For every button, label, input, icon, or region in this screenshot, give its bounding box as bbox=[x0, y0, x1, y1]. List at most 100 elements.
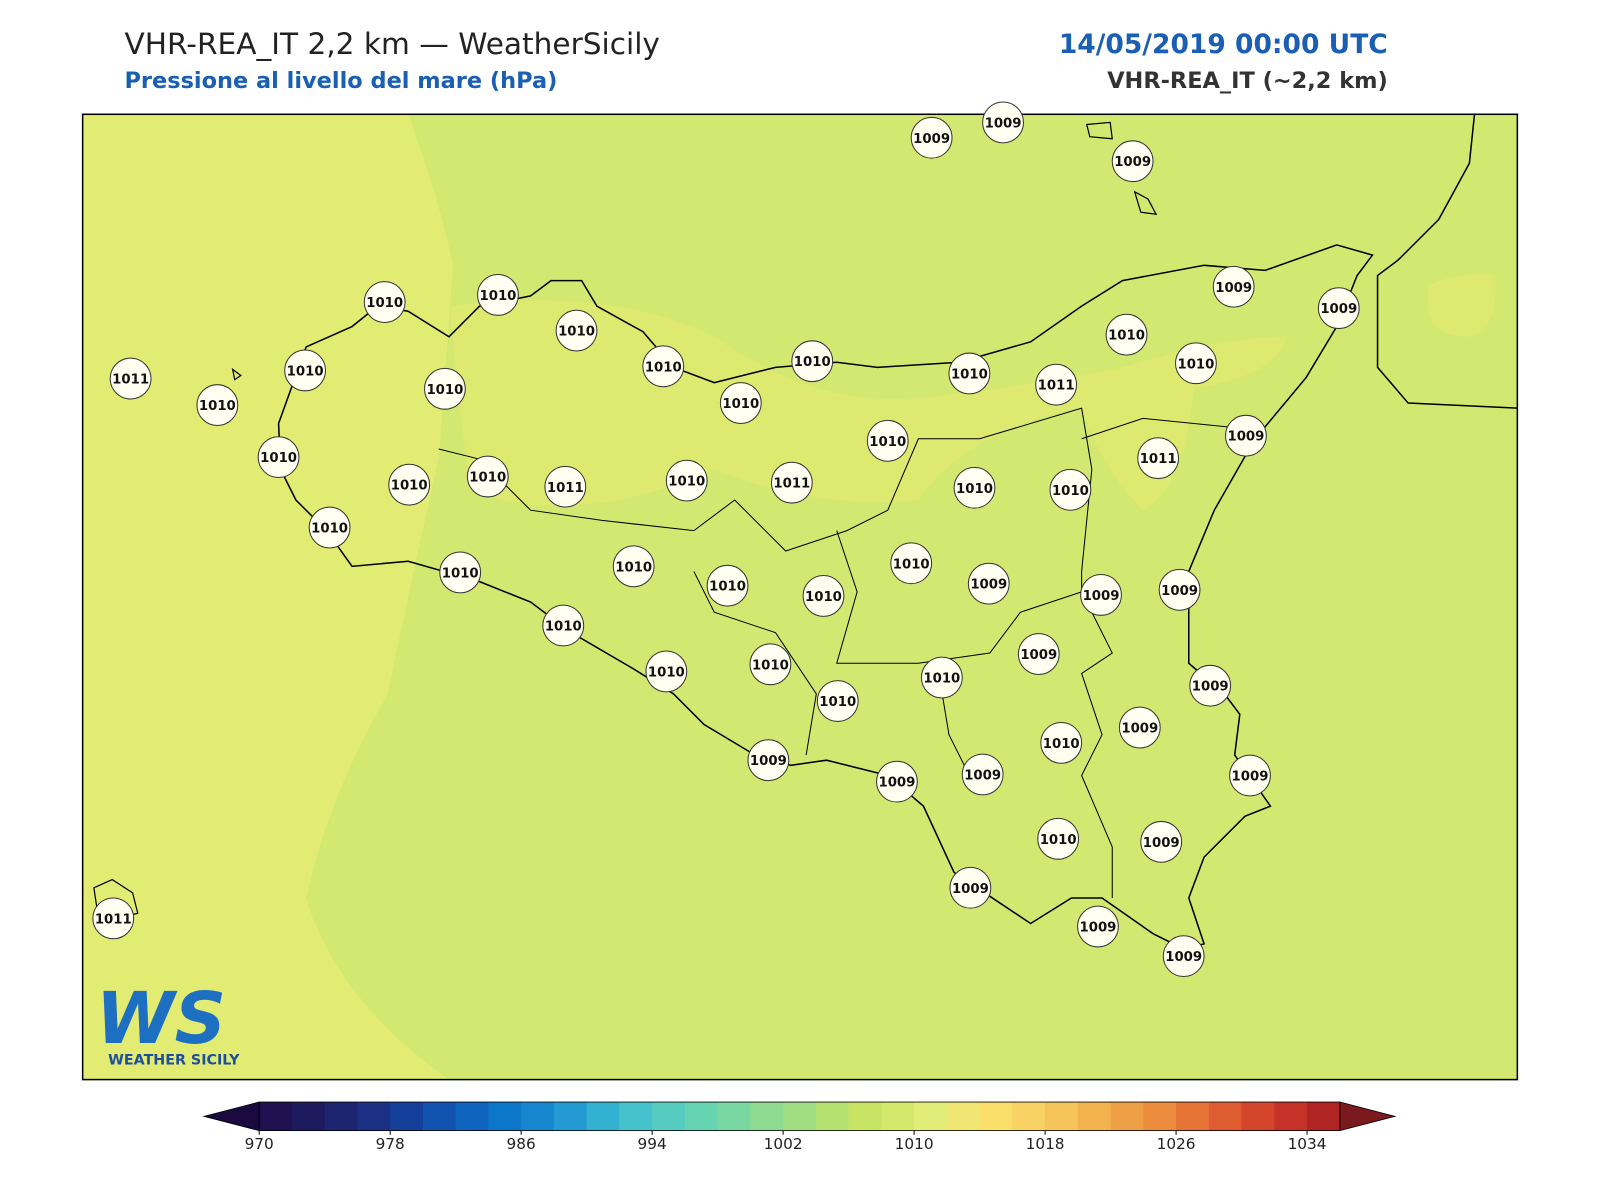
station-value: 1010 bbox=[805, 590, 842, 605]
station-marker bbox=[1189, 664, 1232, 707]
colorbar-bin bbox=[946, 1102, 981, 1131]
station-value: 1009 bbox=[970, 578, 1007, 593]
colorbar-bin bbox=[357, 1102, 391, 1131]
station-marker bbox=[816, 680, 859, 722]
station-value: 1009 bbox=[985, 116, 1022, 131]
station-marker bbox=[612, 545, 655, 588]
colorbar-bin bbox=[1241, 1102, 1275, 1131]
colorbar-tick-label: 1002 bbox=[764, 1135, 803, 1153]
station-value: 1009 bbox=[1320, 302, 1357, 317]
colorbar-bin bbox=[881, 1102, 915, 1131]
station-marker bbox=[665, 459, 708, 502]
station-marker bbox=[719, 382, 762, 424]
station-value: 1009 bbox=[1161, 584, 1198, 599]
colorbar-tick-label: 970 bbox=[245, 1135, 274, 1153]
station-marker bbox=[1017, 633, 1060, 675]
station-marker bbox=[92, 897, 135, 940]
colorbar-bin bbox=[390, 1102, 424, 1131]
colorbar-bin bbox=[259, 1102, 293, 1131]
station-value: 1009 bbox=[1114, 155, 1151, 170]
station-value: 1009 bbox=[952, 882, 989, 897]
colorbar: 970 978 986 994 1002 1010 1018 1026 1034 bbox=[202, 1101, 1397, 1153]
colorbar-bin bbox=[1012, 1102, 1046, 1131]
station-marker bbox=[1317, 287, 1360, 330]
station-value: 1010 bbox=[469, 471, 506, 486]
province-border bbox=[438, 407, 1245, 898]
station-marker bbox=[439, 551, 482, 594]
station-marker bbox=[1118, 706, 1161, 749]
station-marker bbox=[1212, 265, 1255, 308]
station-value: 1010 bbox=[951, 367, 988, 382]
station-value: 1011 bbox=[773, 477, 810, 492]
station-marker bbox=[890, 542, 933, 585]
station-marker bbox=[791, 340, 834, 383]
station-value: 1011 bbox=[1038, 379, 1075, 394]
station-marker bbox=[1140, 820, 1183, 863]
colorbar-bin bbox=[324, 1102, 358, 1131]
station-value: 1009 bbox=[913, 132, 950, 147]
title: VHR-REA_IT 2,2 km — WeatherSicily bbox=[124, 27, 659, 61]
colorbar-bin bbox=[619, 1102, 653, 1131]
logo-caption: WEATHER SICILY bbox=[108, 1052, 240, 1068]
station-marker bbox=[1080, 573, 1122, 616]
station-value: 1011 bbox=[112, 373, 149, 388]
station-value: 1010 bbox=[645, 360, 682, 375]
station-value: 1011 bbox=[95, 912, 132, 927]
station-marker bbox=[109, 357, 152, 400]
station-marker bbox=[477, 273, 519, 316]
colorbar-over bbox=[1339, 1101, 1397, 1132]
coastline bbox=[1376, 114, 1518, 409]
colorbar-bin bbox=[1143, 1102, 1177, 1131]
station-value: 1010 bbox=[819, 695, 856, 710]
station-value: 1009 bbox=[1121, 722, 1158, 737]
station-marker bbox=[1040, 721, 1083, 764]
station-value: 1010 bbox=[722, 397, 759, 412]
station-marker bbox=[982, 101, 1024, 144]
station-marker bbox=[388, 463, 431, 506]
station-value: 1011 bbox=[547, 481, 584, 496]
station-marker bbox=[866, 419, 909, 462]
station-value: 1010 bbox=[893, 557, 930, 572]
station-value: 1010 bbox=[442, 566, 479, 581]
colorbar-under bbox=[202, 1101, 260, 1132]
station-marker bbox=[1035, 363, 1078, 406]
station-value: 1009 bbox=[750, 754, 787, 769]
station-value: 1010 bbox=[391, 479, 428, 494]
station-marker bbox=[1077, 905, 1119, 948]
station-marker bbox=[1137, 437, 1180, 480]
station-marker bbox=[948, 352, 991, 395]
station-value: 1009 bbox=[964, 769, 1001, 784]
colorbar-bin bbox=[488, 1102, 522, 1131]
station-value: 1010 bbox=[426, 383, 463, 398]
island bbox=[93, 121, 1158, 920]
station-marker bbox=[747, 739, 790, 782]
station-value: 1009 bbox=[1165, 950, 1202, 965]
station-marker bbox=[645, 650, 688, 693]
logo-mark: WS bbox=[96, 977, 226, 1060]
station-value: 1009 bbox=[1080, 921, 1117, 936]
colorbar-bin bbox=[684, 1102, 719, 1131]
station-marker bbox=[1229, 754, 1271, 797]
colorbar-bin bbox=[914, 1102, 948, 1131]
colorbar-bin bbox=[848, 1102, 882, 1131]
station-marker bbox=[308, 506, 351, 549]
colorbar-tick-label: 1018 bbox=[1026, 1135, 1065, 1153]
station-value: 1009 bbox=[1215, 281, 1252, 296]
station-marker bbox=[544, 465, 587, 508]
station-value: 1009 bbox=[1020, 648, 1057, 663]
station-value: 1010 bbox=[1177, 357, 1214, 372]
colorbar-tick-label: 1026 bbox=[1157, 1135, 1196, 1153]
station-value: 1010 bbox=[366, 296, 403, 311]
colorbar-bin bbox=[455, 1102, 489, 1131]
colorbar-bin bbox=[1045, 1102, 1079, 1131]
station-value: 1010 bbox=[1108, 329, 1145, 344]
station-value: 1010 bbox=[260, 451, 297, 466]
colorbar-tick-label: 986 bbox=[507, 1135, 536, 1153]
station-value: 1011 bbox=[1140, 452, 1177, 467]
station-marker bbox=[363, 281, 406, 323]
station-marker bbox=[1225, 414, 1267, 457]
station-value: 1010 bbox=[923, 672, 960, 687]
colorbar-bin bbox=[1110, 1102, 1144, 1131]
station-value: 1010 bbox=[752, 658, 789, 673]
